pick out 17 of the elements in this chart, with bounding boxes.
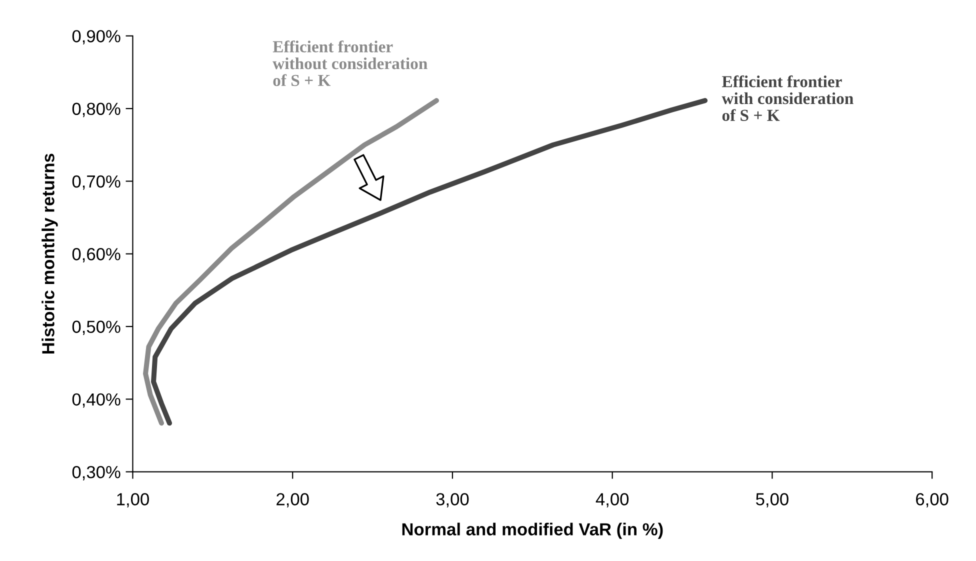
x-tick-label: 2,00 xyxy=(276,493,309,508)
annotation: Efficient frontier without consideration of S + K xyxy=(272,40,428,86)
y-axis-title: Historic monthly returns xyxy=(42,154,58,354)
y-tick-label: 0,50% xyxy=(72,320,120,336)
x-tick-label: 3,00 xyxy=(436,493,469,508)
x-tick-label: 4,00 xyxy=(596,493,629,508)
y-tick-label: 0,40% xyxy=(72,393,120,408)
x-axis-title: Normal and modified VaR (in %) xyxy=(402,522,663,539)
y-tick-label: 0,70% xyxy=(72,175,120,190)
annotation: Efficient frontier with consideration of S + K xyxy=(722,75,854,121)
y-tick-label: 0,90% xyxy=(72,30,120,44)
x-tick-label: 1,00 xyxy=(117,493,149,508)
y-tick-label: 0,60% xyxy=(72,248,120,262)
y-tick-label: 0,30% xyxy=(72,466,120,480)
x-tick-label: 6,00 xyxy=(916,493,948,508)
x-tick-label: 5,00 xyxy=(756,493,788,508)
y-tick-label: 0,80% xyxy=(72,102,120,118)
